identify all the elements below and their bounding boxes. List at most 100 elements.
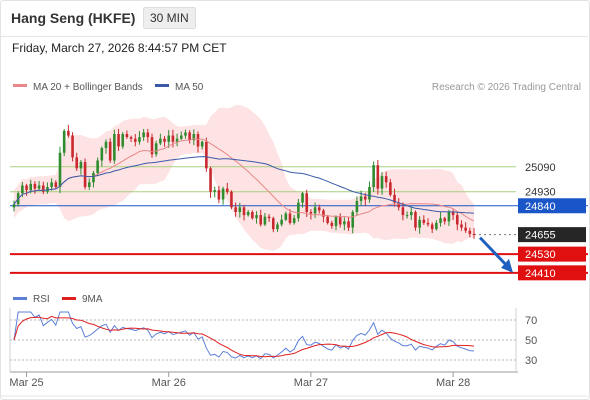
candle-body xyxy=(389,182,392,195)
candle-body xyxy=(368,187,371,200)
candle xyxy=(129,135,133,142)
ma9-legend-label: 9MA xyxy=(82,294,103,305)
candle-body xyxy=(37,185,41,189)
candle-body xyxy=(422,219,426,223)
candle xyxy=(351,210,355,234)
candle xyxy=(309,209,313,220)
candle-body xyxy=(117,134,120,147)
candle xyxy=(317,204,321,214)
candle-body xyxy=(21,185,24,194)
candle-body xyxy=(418,219,421,228)
level-label-24410: 24410 xyxy=(525,268,556,280)
candle xyxy=(83,158,87,190)
candle-body xyxy=(288,213,292,223)
candle xyxy=(121,132,125,149)
candle xyxy=(100,146,104,167)
candle xyxy=(37,180,41,191)
candle-body xyxy=(276,224,279,230)
candle xyxy=(230,190,233,210)
candle xyxy=(263,212,267,226)
candle xyxy=(138,131,141,145)
candle-body xyxy=(200,141,204,147)
candle xyxy=(401,202,405,221)
candle xyxy=(238,202,242,218)
candle-body xyxy=(426,222,430,225)
candle-body xyxy=(196,134,200,147)
candle-body xyxy=(255,215,258,219)
candle-body xyxy=(175,138,179,142)
candle-body xyxy=(50,182,53,188)
candle xyxy=(96,157,99,176)
candle-body xyxy=(58,152,62,188)
candle-body xyxy=(104,141,108,149)
candle xyxy=(343,217,346,231)
candle-body xyxy=(75,157,79,169)
candle-body xyxy=(87,182,91,188)
candle-body xyxy=(263,216,267,225)
candle xyxy=(125,130,129,139)
ma20-legend-label: MA 20 + Bollinger Bands xyxy=(33,82,143,93)
candle xyxy=(418,216,421,234)
candle-body xyxy=(142,132,145,138)
level-label-24530: 24530 xyxy=(525,249,556,261)
candle xyxy=(313,202,317,218)
candle-body xyxy=(221,188,225,200)
candle-body xyxy=(435,222,438,230)
ma9-legend-swatch xyxy=(62,297,76,300)
candle-body xyxy=(439,218,442,223)
level-lines xyxy=(10,166,588,274)
level-tag-24530 xyxy=(518,246,586,262)
candle-body xyxy=(138,137,141,142)
candle-body xyxy=(92,173,95,183)
candle-body xyxy=(330,222,334,227)
candle xyxy=(163,136,166,147)
candle-body xyxy=(192,134,196,141)
level-tag-24655 xyxy=(518,227,586,243)
candle-body xyxy=(259,215,263,225)
candle xyxy=(246,209,250,217)
candle xyxy=(251,210,254,220)
candle-body xyxy=(108,141,112,161)
forecast-arrow-shaft xyxy=(478,236,510,268)
candle-body xyxy=(347,221,350,228)
candle xyxy=(50,178,53,191)
bollinger-band-fill xyxy=(14,105,474,252)
candle xyxy=(154,140,158,157)
level-label-24840: 24840 xyxy=(525,201,556,213)
level-label-24655: 24655 xyxy=(525,230,556,242)
candle xyxy=(372,161,375,192)
candle-body xyxy=(79,162,83,169)
candle xyxy=(355,196,359,216)
candle xyxy=(133,134,137,147)
candle xyxy=(347,217,350,231)
candle-body xyxy=(443,218,447,222)
interval-selector[interactable]: 30 MIN xyxy=(143,7,196,29)
rsi-legend-swatch xyxy=(13,297,27,300)
candle xyxy=(409,206,413,220)
candle xyxy=(288,209,292,225)
candle xyxy=(255,211,258,224)
candle-body xyxy=(460,224,463,228)
candle-body xyxy=(209,168,212,192)
candle-body xyxy=(171,135,175,142)
candle-body xyxy=(430,224,434,230)
candle-body xyxy=(25,185,28,191)
candle-body xyxy=(238,207,242,212)
candle-body xyxy=(363,196,367,200)
candle-body xyxy=(62,130,66,153)
candle-body xyxy=(242,207,246,216)
candle-body xyxy=(401,207,405,216)
level-label-24930: 24930 xyxy=(525,187,556,199)
candle-body xyxy=(146,132,150,138)
instrument-title: Hang Seng (HKFE) xyxy=(11,10,136,26)
candle xyxy=(92,170,95,188)
candle-body xyxy=(343,221,346,225)
candle-body xyxy=(301,193,304,203)
candle xyxy=(142,129,145,141)
forecast-arrow xyxy=(478,236,513,273)
ma50-legend-label: MA 50 xyxy=(175,82,204,93)
rsi-tick-label: 70 xyxy=(525,315,537,327)
candle xyxy=(221,186,225,205)
candle-body xyxy=(468,230,472,234)
